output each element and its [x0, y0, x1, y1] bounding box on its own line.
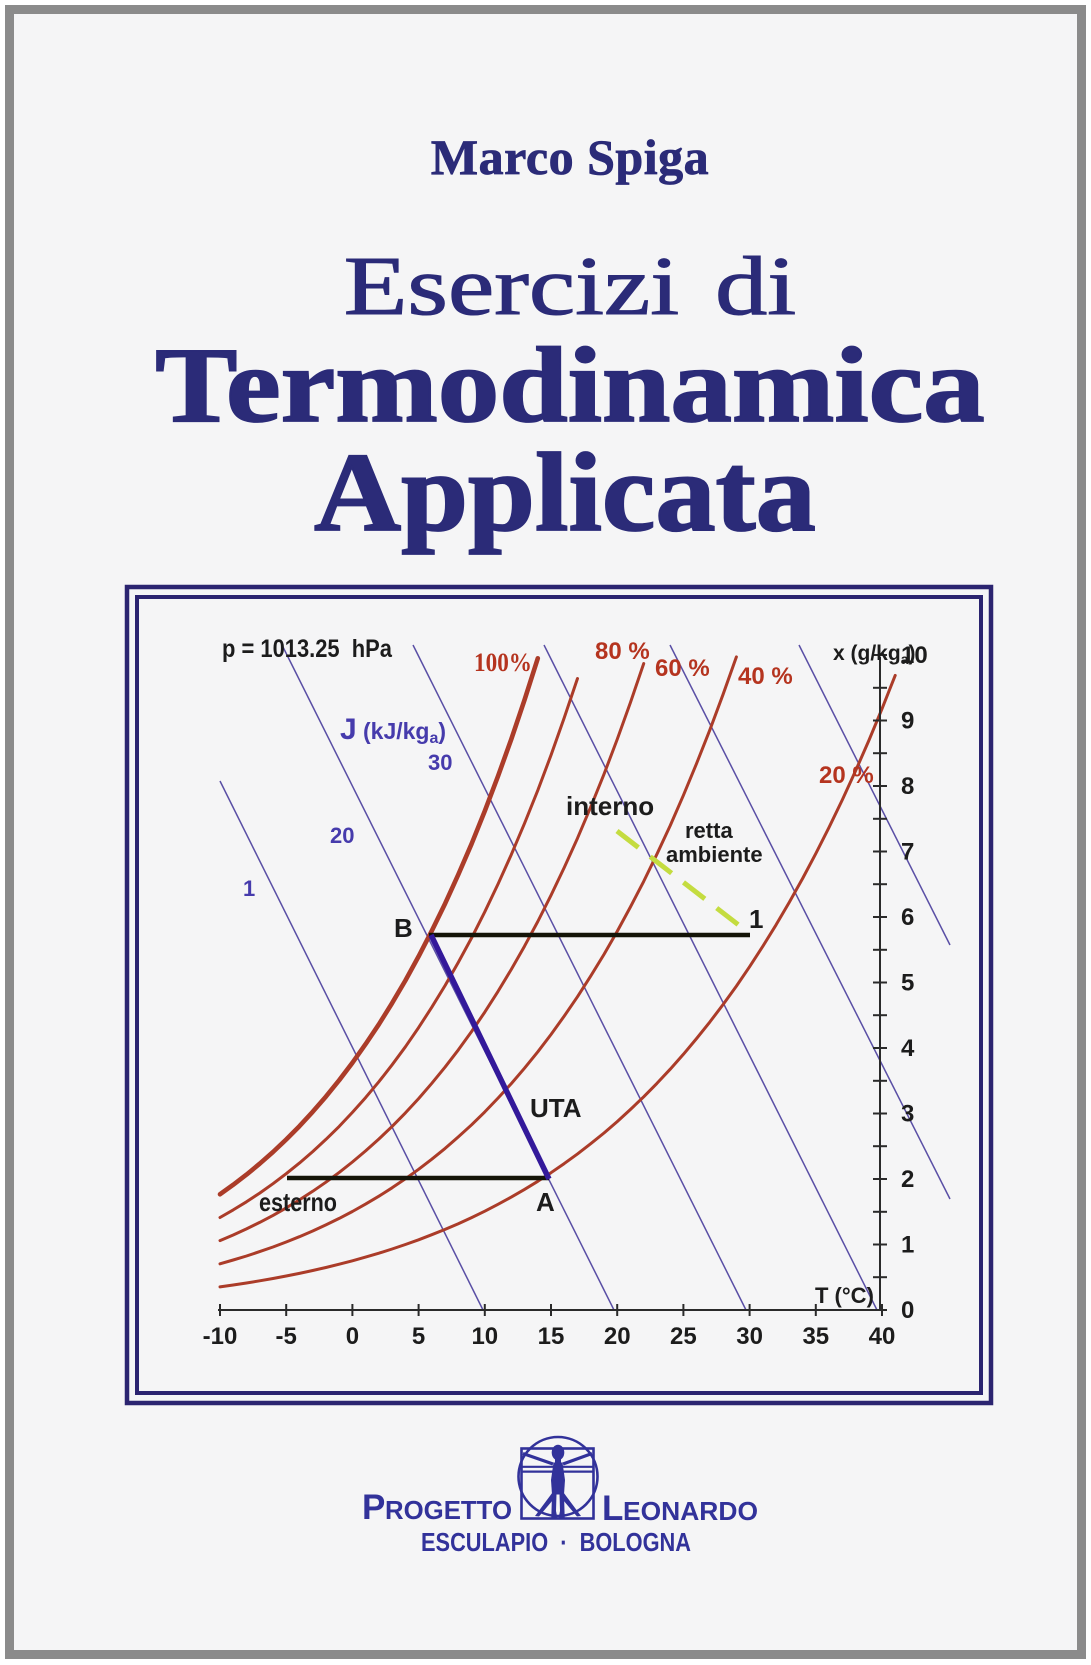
- svg-text:ambiente: ambiente: [666, 842, 763, 867]
- svg-text:20 %: 20 %: [819, 762, 874, 789]
- svg-text:J: J: [340, 713, 357, 746]
- svg-text:60 %: 60 %: [655, 655, 710, 682]
- svg-text:esterno: esterno: [259, 1187, 337, 1217]
- svg-text:10: 10: [901, 642, 928, 669]
- svg-text:p = 1013.25 hPa: p = 1013.25 hPa: [222, 635, 393, 663]
- svg-text:0: 0: [901, 1297, 914, 1324]
- svg-text:3: 3: [901, 1101, 914, 1128]
- svg-text:20: 20: [330, 823, 354, 848]
- svg-text:ROGETTO: ROGETTO: [385, 1495, 512, 1525]
- svg-text:-10: -10: [203, 1323, 238, 1350]
- svg-text:1: 1: [901, 1232, 914, 1259]
- svg-text:20: 20: [604, 1323, 631, 1350]
- svg-text:5: 5: [412, 1323, 425, 1350]
- svg-text:UTA: UTA: [530, 1093, 582, 1123]
- svg-text:A: A: [536, 1187, 555, 1217]
- svg-text:15: 15: [538, 1323, 565, 1350]
- svg-text:T (°C): T (°C): [815, 1283, 874, 1308]
- svg-text:4: 4: [901, 1035, 915, 1062]
- svg-text:0: 0: [346, 1323, 359, 1350]
- svg-text:40: 40: [869, 1323, 896, 1350]
- svg-text:10: 10: [471, 1323, 498, 1350]
- svg-text:25: 25: [670, 1323, 697, 1350]
- svg-text:1: 1: [243, 876, 255, 901]
- svg-text:retta: retta: [685, 818, 733, 843]
- svg-text:30: 30: [736, 1323, 763, 1350]
- svg-text:30: 30: [428, 750, 452, 775]
- svg-text:(kJ/kga): (kJ/kga): [363, 718, 446, 747]
- svg-text:80 %: 80 %: [595, 638, 650, 665]
- svg-text:B: B: [394, 913, 413, 943]
- svg-text:EONARDO: EONARDO: [623, 1496, 758, 1526]
- svg-text:7: 7: [901, 839, 914, 866]
- svg-text:ESCULAPIO · BOLOGNA: ESCULAPIO · BOLOGNA: [421, 1527, 691, 1557]
- svg-text:interno: interno: [566, 791, 654, 821]
- svg-text:40 %: 40 %: [738, 663, 793, 690]
- svg-text:5: 5: [901, 970, 914, 997]
- svg-text:6: 6: [901, 904, 914, 931]
- svg-text:8: 8: [901, 773, 914, 800]
- svg-text:100%: 100%: [474, 648, 532, 677]
- svg-text:1: 1: [749, 904, 763, 934]
- svg-text:2: 2: [901, 1166, 914, 1193]
- svg-text:P: P: [362, 1488, 385, 1527]
- svg-text:-5: -5: [276, 1323, 297, 1350]
- svg-text:35: 35: [802, 1323, 829, 1350]
- svg-text:9: 9: [901, 708, 914, 735]
- svg-text:L: L: [602, 1489, 623, 1528]
